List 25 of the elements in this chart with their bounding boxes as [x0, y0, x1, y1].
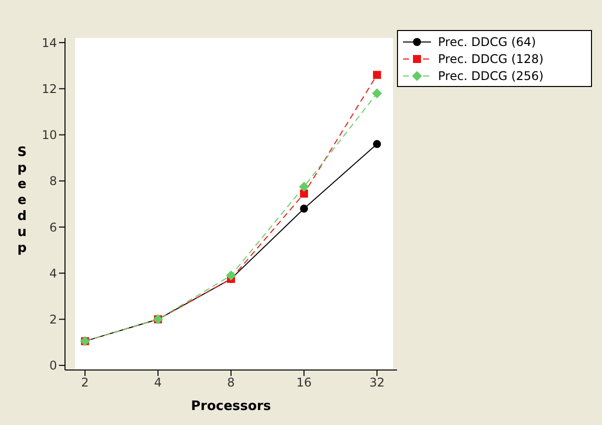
point	[299, 182, 309, 192]
y-tick-label: 2	[49, 312, 57, 327]
point	[300, 204, 308, 213]
y-tick-label: 8	[49, 174, 57, 188]
y-tick-label: 12	[42, 82, 57, 96]
x-tick-label: 2	[81, 376, 89, 390]
legend-label: Prec. DDCG (128)	[438, 52, 544, 66]
x-tick-label: 16	[296, 376, 312, 390]
legend-label: Prec. DDCG (256)	[438, 68, 544, 82]
y-tick-label: 4	[49, 266, 57, 280]
y-tick-label: 14	[42, 36, 57, 50]
y-axis-title: Speedup	[17, 145, 27, 256]
point	[373, 70, 381, 79]
point	[226, 270, 236, 280]
legend-label: Prec. DDCG (64)	[438, 34, 536, 48]
point	[300, 190, 308, 198]
y-tick-label: 6	[49, 220, 57, 234]
x-tick-label: 32	[369, 376, 385, 390]
y-tick-label: 0	[49, 358, 57, 373]
y-tick-label: 10	[42, 128, 57, 142]
point	[372, 88, 382, 98]
x-tick-label: 8	[227, 376, 235, 390]
point	[373, 140, 381, 148]
x-tick-label: 4	[154, 376, 162, 390]
x-axis-title: Processors	[191, 399, 272, 414]
